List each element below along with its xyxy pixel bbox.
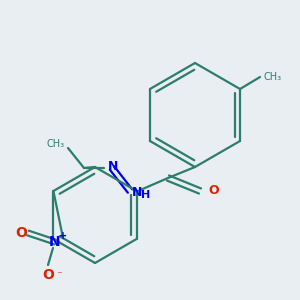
Text: H: H [141,190,151,200]
Text: N: N [132,187,142,200]
Text: O: O [42,268,54,282]
Text: ⁻: ⁻ [56,270,62,280]
Text: CH₃: CH₃ [47,139,65,149]
Text: O: O [15,226,27,240]
Text: N: N [49,235,61,249]
Text: +: + [59,231,67,241]
Text: O: O [208,184,219,197]
Text: CH₃: CH₃ [263,72,281,82]
Text: N: N [108,160,118,172]
